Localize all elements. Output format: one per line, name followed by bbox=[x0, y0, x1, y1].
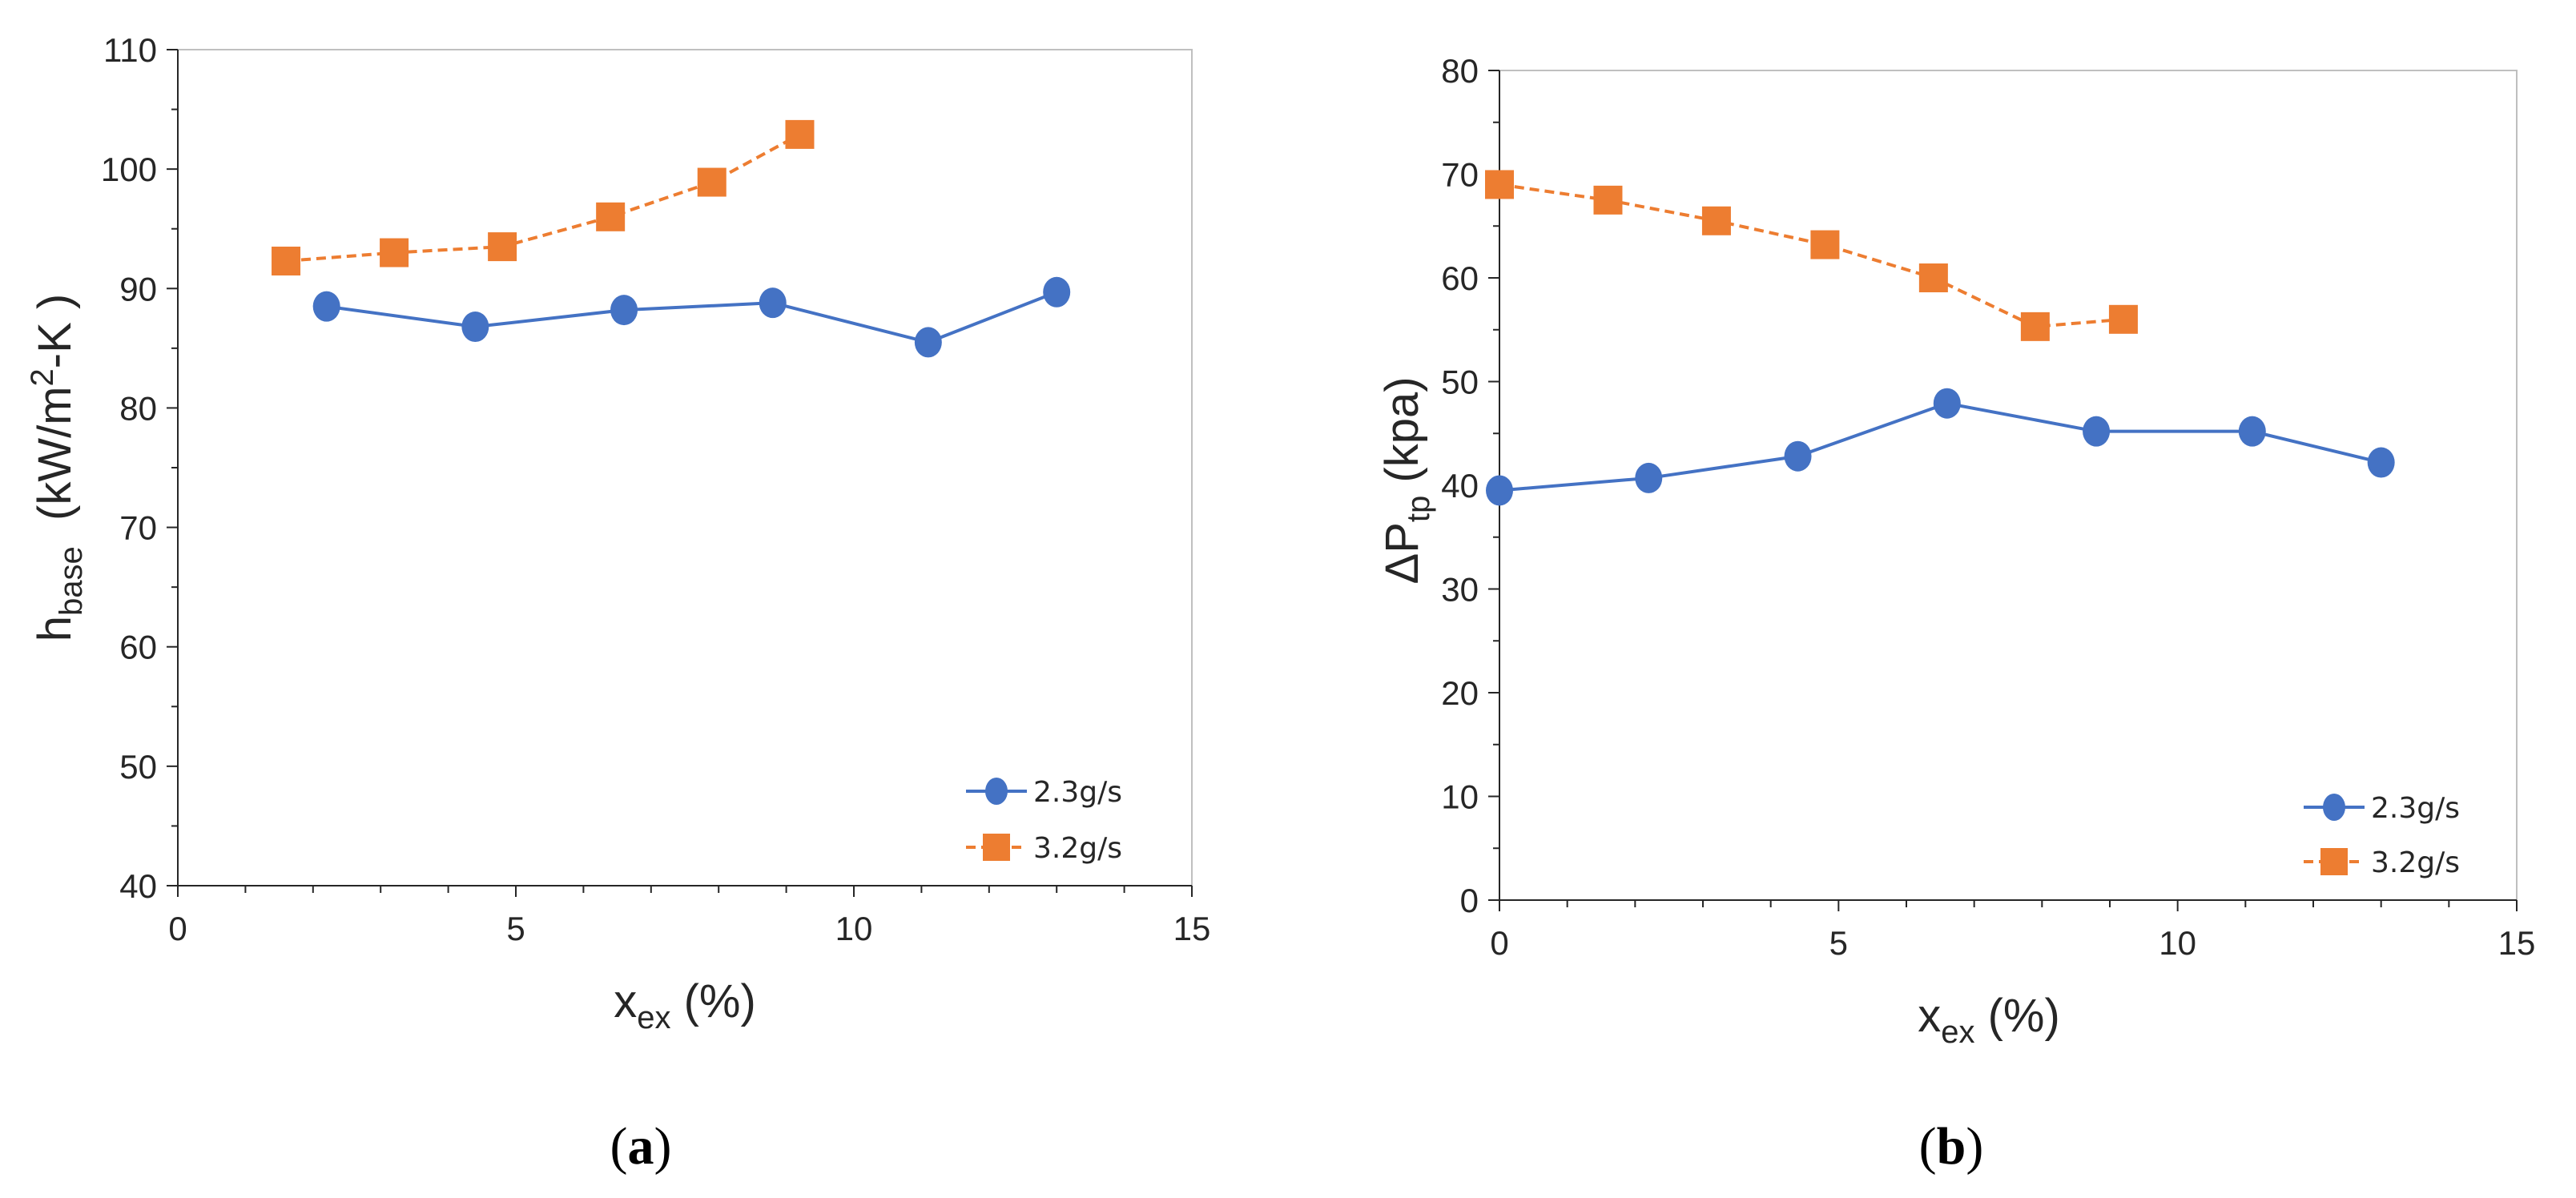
panel-a-point-2-3g-s bbox=[461, 312, 489, 343]
panel-b-legend-label-2-3: 2.3g/s bbox=[2371, 792, 2460, 825]
panel-b-point-3-2g-s bbox=[2108, 304, 2138, 334]
panel-b-y-title-sub: tp bbox=[1401, 496, 1436, 522]
panel-b-legend-label-3-2: 3.2g/s bbox=[2371, 846, 2460, 879]
panel-b-point-2-3g-s bbox=[2083, 416, 2111, 447]
panel-b-x-title-sub: ex bbox=[1941, 1015, 1974, 1050]
panel-a-point-3-2g-s bbox=[596, 202, 626, 231]
panel-a-y-tick-label: 80 bbox=[119, 389, 157, 427]
panel-a-y-tick-label: 60 bbox=[119, 629, 157, 666]
panel-b-y-tick-label: 50 bbox=[1441, 364, 1479, 401]
panel-a-point-2-3g-s bbox=[1043, 276, 1071, 308]
panel-a-y-tick-label: 110 bbox=[103, 31, 157, 69]
panel-b-x-tick-label: 10 bbox=[2159, 924, 2196, 962]
panel-a-point-2-3g-s bbox=[914, 327, 942, 358]
panel-a-y-title-main: h bbox=[29, 616, 81, 641]
panel-b-x-tick-label: 0 bbox=[1490, 924, 1508, 962]
panel-b-x-title-main: x bbox=[1918, 990, 1941, 1042]
panel-a-point-2-3g-s bbox=[312, 291, 340, 322]
panel-a-point-3-2g-s bbox=[272, 246, 301, 275]
panel-b-y-tick-label: 0 bbox=[1460, 882, 1479, 919]
panel-a-legend-label-2-3: 2.3g/s bbox=[1033, 776, 1122, 809]
panel-b-x-tick-label: 5 bbox=[1829, 924, 1848, 962]
panel-a-y-tick-label: 50 bbox=[119, 748, 157, 786]
panel-a-x-tick-label: 10 bbox=[835, 910, 873, 947]
panel-b-y-tick-label: 10 bbox=[1441, 778, 1479, 816]
panel-b-series bbox=[1485, 170, 2395, 506]
panel-a-point-3-2g-s bbox=[785, 119, 815, 149]
panel-a: 40 50 60 70 80 90 100 110 0 5 10 15 hbase (kW/m2-K… bbox=[25, 31, 1210, 1176]
panel-b-y-tick-label: 40 bbox=[1441, 467, 1479, 505]
panel-a-point-2-3g-s bbox=[759, 287, 787, 319]
panel-a-x-tick-label: 0 bbox=[168, 910, 187, 947]
panel-a-series bbox=[272, 119, 1071, 358]
panel-b-y-title-main: ΔP bbox=[1376, 522, 1428, 584]
legend-circle-marker bbox=[985, 778, 1008, 805]
panel-a-x-tick-label: 5 bbox=[506, 910, 525, 947]
panel-a-y-title-sub: base bbox=[54, 546, 89, 616]
panel-a-x-axis-title: xex (%) bbox=[614, 975, 756, 1035]
panel-b-point-3-2g-s bbox=[1485, 170, 1514, 199]
panel-b-label-open: ( bbox=[1919, 1117, 1937, 1176]
panel-b-point-2-3g-s bbox=[1784, 440, 1812, 472]
panel-a-point-3-2g-s bbox=[697, 167, 727, 197]
panel-a-frame bbox=[177, 49, 1193, 886]
panel-a-label-open: ( bbox=[610, 1117, 628, 1176]
panel-b-x-title-tail: (%) bbox=[1974, 990, 2059, 1042]
panel-b-label: (b) bbox=[1919, 1117, 1984, 1176]
panel-a-point-3-2g-s bbox=[488, 232, 517, 262]
panel-b-y-axis-title: ΔPtp (kpa) bbox=[1376, 376, 1436, 584]
legend-square-marker-b bbox=[2320, 848, 2348, 875]
panel-a-y-ticks: 40 50 60 70 80 90 100 110 bbox=[101, 31, 179, 905]
panel-b-point-3-2g-s bbox=[1918, 263, 1948, 292]
panel-b-point-3-2g-s bbox=[2020, 312, 2050, 341]
panel-b-y-tick-label: 60 bbox=[1441, 259, 1479, 297]
panel-b-point-3-2g-s bbox=[1810, 230, 1840, 259]
panel-a-y-tick-label: 100 bbox=[101, 151, 157, 188]
panel-b: 0 10 20 30 40 50 60 70 80 0 5 10 15 ΔPtp (kpa) xex … bbox=[1376, 52, 2535, 1176]
panel-a-y-title-unit: (kW/m bbox=[29, 386, 81, 546]
panel-b-y-tick-label: 70 bbox=[1441, 156, 1479, 194]
panel-a-label: (a) bbox=[610, 1117, 672, 1176]
panel-b-point-2-3g-s bbox=[2367, 447, 2395, 478]
panel-a-legend-label-3-2: 3.2g/s bbox=[1033, 832, 1122, 865]
panel-a-y-title-unit-post: -K ) bbox=[29, 294, 81, 368]
panel-b-label-close: ) bbox=[1966, 1117, 1983, 1176]
panel-b-y-tick-label: 30 bbox=[1441, 571, 1479, 609]
panel-a-legend: 2.3g/s 3.2g/s bbox=[966, 776, 1122, 865]
panel-b-x-ticks: 0 5 10 15 bbox=[1490, 899, 2536, 962]
panel-b-y-title-unit: (kpa) bbox=[1376, 376, 1428, 495]
panel-b-point-2-3g-s bbox=[2238, 416, 2266, 447]
panel-b-legend: 2.3g/s 3.2g/s bbox=[2304, 792, 2460, 879]
panel-b-x-axis-title: xex (%) bbox=[1918, 990, 2060, 1050]
panel-a-label-close: ) bbox=[654, 1117, 672, 1176]
panel-a-x-title-sub: ex bbox=[637, 1000, 670, 1035]
panel-a-point-3-2g-s bbox=[380, 238, 409, 267]
panel-b-point-2-3g-s bbox=[1486, 475, 1513, 506]
legend-square-marker bbox=[983, 834, 1010, 861]
panel-b-frame bbox=[1499, 70, 2518, 901]
panel-a-x-title-main: x bbox=[614, 975, 637, 1027]
panel-a-label-letter: a bbox=[628, 1117, 654, 1176]
panel-a-x-ticks: 0 5 10 15 bbox=[168, 885, 1211, 947]
panel-b-x-tick-label: 15 bbox=[2498, 924, 2536, 962]
panel-a-series-line-1 bbox=[326, 290, 1057, 344]
panel-b-point-3-2g-s bbox=[1701, 206, 1731, 235]
panel-b-point-2-3g-s bbox=[1933, 388, 1961, 419]
panel-b-point-2-3g-s bbox=[1635, 462, 1663, 493]
panel-a-y-title-unit-sup: 2 bbox=[25, 368, 60, 386]
panel-a-point-2-3g-s bbox=[610, 295, 638, 326]
panel-b-label-letter: b bbox=[1937, 1117, 1966, 1176]
legend-circle-marker-b bbox=[2323, 794, 2345, 821]
panel-a-y-tick-label: 70 bbox=[119, 509, 157, 547]
panel-b-y-tick-label: 80 bbox=[1441, 52, 1479, 90]
panel-a-y-axis-title: hbase (kW/m2-K ) bbox=[25, 294, 89, 641]
panel-a-y-tick-label: 40 bbox=[119, 867, 157, 905]
panel-b-y-tick-label: 20 bbox=[1441, 674, 1479, 712]
panel-a-x-title-tail: (%) bbox=[670, 975, 755, 1027]
panel-a-y-tick-label: 90 bbox=[119, 270, 157, 308]
panel-a-x-tick-label: 15 bbox=[1173, 910, 1211, 947]
panel-b-point-3-2g-s bbox=[1593, 185, 1623, 215]
